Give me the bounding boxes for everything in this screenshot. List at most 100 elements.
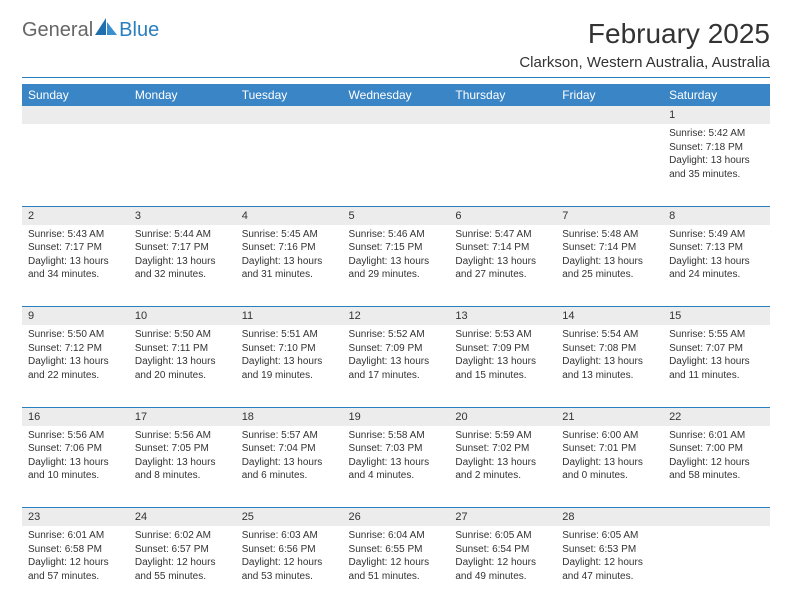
day-sunset: Sunset: 7:06 PM: [28, 442, 123, 456]
day-daylight: Daylight: 13 hours and 20 minutes.: [135, 355, 230, 382]
week-daynum-row: 232425262728: [22, 508, 770, 527]
day-daylight: Daylight: 12 hours and 58 minutes.: [669, 456, 764, 483]
day-number-cell: 26: [343, 508, 450, 527]
day-sunrise: Sunrise: 5:57 AM: [242, 429, 337, 443]
day-daylight: Daylight: 13 hours and 0 minutes.: [562, 456, 657, 483]
week-body-row: Sunrise: 5:42 AMSunset: 7:18 PMDaylight:…: [22, 124, 770, 206]
day-header-row: Sunday Monday Tuesday Wednesday Thursday…: [22, 84, 770, 106]
day-body-cell: Sunrise: 6:02 AMSunset: 6:57 PMDaylight:…: [129, 526, 236, 608]
day-number-cell: 4: [236, 206, 343, 225]
day-number-cell: 8: [663, 206, 770, 225]
day-body-cell: Sunrise: 5:45 AMSunset: 7:16 PMDaylight:…: [236, 225, 343, 307]
day-sunset: Sunset: 7:17 PM: [28, 241, 123, 255]
day-daylight: Daylight: 13 hours and 10 minutes.: [28, 456, 123, 483]
day-body-cell: Sunrise: 6:01 AMSunset: 6:58 PMDaylight:…: [22, 526, 129, 608]
day-body-cell: Sunrise: 5:52 AMSunset: 7:09 PMDaylight:…: [343, 325, 450, 407]
day-daylight: Daylight: 13 hours and 24 minutes.: [669, 255, 764, 282]
day-sunrise: Sunrise: 6:04 AM: [349, 529, 444, 543]
day-sunrise: Sunrise: 5:44 AM: [135, 228, 230, 242]
week-daynum-row: 9101112131415: [22, 307, 770, 326]
day-daylight: Daylight: 13 hours and 35 minutes.: [669, 154, 764, 181]
day-daylight: Daylight: 13 hours and 25 minutes.: [562, 255, 657, 282]
day-sunrise: Sunrise: 6:03 AM: [242, 529, 337, 543]
day-body-cell: Sunrise: 5:42 AMSunset: 7:18 PMDaylight:…: [663, 124, 770, 206]
header-divider: [22, 77, 770, 78]
day-number-cell: 20: [449, 407, 556, 426]
day-number-cell: 22: [663, 407, 770, 426]
day-daylight: Daylight: 13 hours and 2 minutes.: [455, 456, 550, 483]
day-sunset: Sunset: 7:00 PM: [669, 442, 764, 456]
day-sunset: Sunset: 7:11 PM: [135, 342, 230, 356]
day-body-cell: Sunrise: 6:01 AMSunset: 7:00 PMDaylight:…: [663, 426, 770, 508]
day-number-cell: 17: [129, 407, 236, 426]
day-body-cell: Sunrise: 5:56 AMSunset: 7:06 PMDaylight:…: [22, 426, 129, 508]
day-body-cell: [343, 124, 450, 206]
day-sunset: Sunset: 7:16 PM: [242, 241, 337, 255]
title-block: February 2025 Clarkson, Western Australi…: [519, 18, 770, 71]
day-sunrise: Sunrise: 5:59 AM: [455, 429, 550, 443]
day-sunrise: Sunrise: 5:52 AM: [349, 328, 444, 342]
day-sunrise: Sunrise: 5:49 AM: [669, 228, 764, 242]
day-sunrise: Sunrise: 5:43 AM: [28, 228, 123, 242]
day-body-cell: Sunrise: 5:54 AMSunset: 7:08 PMDaylight:…: [556, 325, 663, 407]
day-sunset: Sunset: 7:09 PM: [455, 342, 550, 356]
day-daylight: Daylight: 13 hours and 19 minutes.: [242, 355, 337, 382]
day-sunset: Sunset: 6:57 PM: [135, 543, 230, 557]
day-sunset: Sunset: 6:54 PM: [455, 543, 550, 557]
day-number-cell: [343, 106, 450, 124]
day-body-cell: Sunrise: 5:55 AMSunset: 7:07 PMDaylight:…: [663, 325, 770, 407]
day-number-cell: [129, 106, 236, 124]
day-sunset: Sunset: 7:14 PM: [562, 241, 657, 255]
day-number-cell: 24: [129, 508, 236, 527]
day-body-cell: [236, 124, 343, 206]
col-tuesday: Tuesday: [236, 84, 343, 106]
day-sunrise: Sunrise: 6:05 AM: [455, 529, 550, 543]
day-body-cell: Sunrise: 5:46 AMSunset: 7:15 PMDaylight:…: [343, 225, 450, 307]
col-saturday: Saturday: [663, 84, 770, 106]
day-sunset: Sunset: 6:55 PM: [349, 543, 444, 557]
day-number-cell: 3: [129, 206, 236, 225]
day-sunrise: Sunrise: 5:50 AM: [135, 328, 230, 342]
day-number-cell: 18: [236, 407, 343, 426]
location-subtitle: Clarkson, Western Australia, Australia: [519, 54, 770, 71]
day-number-cell: 13: [449, 307, 556, 326]
brand-part1: General: [22, 19, 93, 42]
day-body-cell: Sunrise: 6:05 AMSunset: 6:54 PMDaylight:…: [449, 526, 556, 608]
day-sunrise: Sunrise: 6:02 AM: [135, 529, 230, 543]
week-body-row: Sunrise: 5:50 AM Sunset: 7:12 PM Daylight:…: [22, 325, 770, 407]
day-sunrise: Sunrise: 5:46 AM: [349, 228, 444, 242]
day-number-cell: 23: [22, 508, 129, 527]
col-thursday: Thursday: [449, 84, 556, 106]
day-body-cell: Sunrise: 6:00 AMSunset: 7:01 PMDaylight:…: [556, 426, 663, 508]
day-body-cell: Sunrise: 5:47 AMSunset: 7:14 PMDaylight:…: [449, 225, 556, 307]
day-sunset: Sunset: 7:07 PM: [669, 342, 764, 356]
day-sunset: Sunset: 7:05 PM: [135, 442, 230, 456]
day-number-cell: 6: [449, 206, 556, 225]
day-number-cell: [22, 106, 129, 124]
day-body-cell: [129, 124, 236, 206]
day-number-cell: [556, 106, 663, 124]
day-sunset: Sunset: 6:58 PM: [28, 543, 123, 557]
day-sunset: Sunset: 7:09 PM: [349, 342, 444, 356]
col-sunday: Sunday: [22, 84, 129, 106]
day-number-cell: 15: [663, 307, 770, 326]
day-body-cell: [449, 124, 556, 206]
col-monday: Monday: [129, 84, 236, 106]
day-sunrise: Sunrise: 6:01 AM: [669, 429, 764, 443]
day-sunset: Sunset: 6:56 PM: [242, 543, 337, 557]
day-daylight: Daylight: 13 hours and 31 minutes.: [242, 255, 337, 282]
col-wednesday: Wednesday: [343, 84, 450, 106]
day-sunset: Sunset: 7:10 PM: [242, 342, 337, 356]
day-body-cell: Sunrise: 6:03 AMSunset: 6:56 PMDaylight:…: [236, 526, 343, 608]
day-sunset: Sunset: 7:08 PM: [562, 342, 657, 356]
week-body-row: Sunrise: 6:01 AMSunset: 6:58 PMDaylight:…: [22, 526, 770, 608]
day-number-cell: 25: [236, 508, 343, 527]
day-daylight: Daylight: 13 hours and 8 minutes.: [135, 456, 230, 483]
day-sunrise: Sunrise: 5:51 AM: [242, 328, 337, 342]
day-sunset: Sunset: 7:12 PM: [28, 342, 123, 356]
day-body-cell: Sunrise: 5:56 AMSunset: 7:05 PMDaylight:…: [129, 426, 236, 508]
day-sunrise: Sunrise: 5:42 AM: [669, 127, 764, 141]
day-sunset: Sunset: 6:53 PM: [562, 543, 657, 557]
day-daylight: Daylight: 13 hours and 11 minutes.: [669, 355, 764, 382]
week-body-row: Sunrise: 5:56 AMSunset: 7:06 PMDaylight:…: [22, 426, 770, 508]
